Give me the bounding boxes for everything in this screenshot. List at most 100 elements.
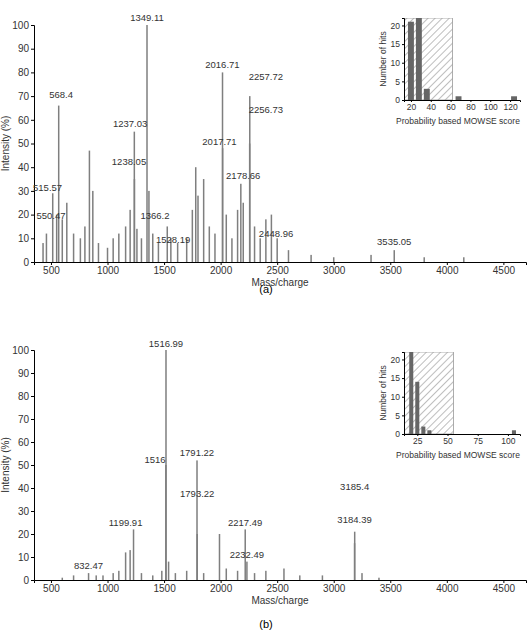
peak [186,571,188,580]
peak [254,573,256,580]
tick-label: 20 [407,102,417,112]
hist-bar [445,434,449,435]
peak [259,238,261,262]
spectrum-chart: 5001000150020002500300035004000450001020… [0,12,527,295]
tick: 20 [18,209,34,220]
tick: 1500 [153,262,176,276]
tick: 80 [466,100,476,112]
tick-mark [31,96,34,97]
tick: 5 [395,411,404,421]
peak-label: 1528.19 [156,234,190,245]
tick-mark [31,72,34,73]
tick-label: 30 [18,506,30,517]
peak [112,573,114,580]
tick-label: 60 [18,437,30,448]
peak-label: 1349.11 [130,12,164,23]
tick: 2000 [210,580,233,594]
peak [129,550,131,580]
peak [222,148,224,262]
tick-label: 15 [391,39,401,49]
tick-mark [31,465,34,466]
peak [62,219,64,262]
tick: 10 [391,58,404,68]
tick-label: 3000 [323,265,346,276]
peak [125,552,127,580]
peak-label: 2178.66 [226,170,260,181]
tick-label: 0 [395,429,400,439]
tick-label: 50 [18,460,30,471]
tick-mark [402,359,404,360]
y-axis-line [402,19,405,101]
peak-label: 2257.72 [249,71,283,82]
tick-label: 0 [395,95,400,105]
y-axis-line [31,26,35,263]
hist-bar [409,352,413,434]
peak [378,578,380,580]
tick-label: 1000 [97,265,120,276]
peak-label: 1238.05 [112,156,146,167]
tick: 2500 [267,262,290,276]
tick-label: 90 [18,368,30,379]
hist-bar [476,434,480,435]
tick: 80 [18,391,34,402]
peak [136,229,138,262]
tick: 0 [23,575,34,586]
hist-bar [495,100,501,101]
peak [42,243,44,262]
peak-label: 2232.49 [230,549,264,560]
peak [141,573,143,580]
peak-label: 1199.91 [109,517,143,528]
tick-mark [31,396,34,397]
peak [52,193,54,262]
tick: 80 [18,67,34,78]
peak [354,532,356,580]
hist-bar [433,434,437,435]
hist-bar [463,100,469,101]
y-axis: 0102030405060708090100 [12,20,34,268]
peak-label: 1793.22 [180,488,214,499]
peak [222,72,224,262]
tick-label: 90 [18,43,30,54]
tick: 15 [391,39,404,49]
tick: 3000 [323,262,346,276]
tick-label: 5 [395,411,400,421]
tick-mark [402,25,404,26]
peak-label: 832.47 [74,560,103,571]
x-axis-title: Probability based MOWSE score [396,116,520,126]
tick: 100 [12,20,34,31]
hist-bar [421,427,425,434]
peak [370,255,372,262]
tick-mark [402,63,404,64]
hist-bar [511,96,517,100]
panel-title: (a) [259,283,272,295]
tick-label: 20 [18,209,30,220]
hist-bar [416,18,422,100]
tick-label: 80 [18,391,30,402]
tick: 4000 [436,580,459,594]
peak-label: 2256.73 [249,104,283,115]
x-axis: 255075100 [405,434,521,446]
hist-bar [415,382,419,434]
tick-label: 40 [427,102,437,112]
peak-label: 1366.2 [140,210,169,221]
peak-label: 1516.99 [149,338,183,349]
tick-mark [31,120,34,121]
tick-mark [31,442,34,443]
tick-mark [402,81,404,82]
peak [393,250,395,262]
tick: 4000 [436,262,459,276]
peak [66,203,68,262]
peak [148,191,150,262]
peak [112,238,114,262]
tick-label: 20 [391,21,401,31]
tick-label: 2000 [210,265,233,276]
tick: 90 [18,368,34,379]
tick: 60 [446,100,456,112]
tick-label: 70 [18,91,30,102]
tick-label: 5 [395,77,400,87]
tick: 3000 [323,580,346,594]
hist-bar [487,100,493,101]
hist-bar [470,434,474,435]
tick-mark [31,238,34,239]
tick: 1500 [153,580,176,594]
